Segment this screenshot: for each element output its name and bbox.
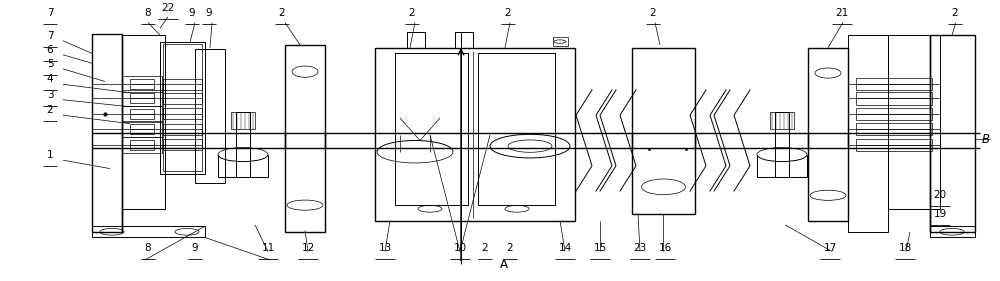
Bar [856,123,932,135]
Text: 2: 2 [279,8,285,18]
Text: 4: 4 [47,74,53,84]
Bar [122,121,162,137]
Bar [930,226,975,237]
Text: 22: 22 [161,3,175,13]
Text: 9: 9 [206,8,212,18]
Bar [395,53,468,205]
Bar [92,34,122,232]
Bar [231,112,255,129]
Bar [122,90,162,106]
Bar [163,124,202,135]
Bar [455,32,473,48]
Text: 9: 9 [189,8,195,18]
Text: 7: 7 [47,31,53,41]
Bar [122,76,162,92]
Text: 2: 2 [952,8,958,18]
Bar [375,48,575,221]
Text: 11: 11 [261,243,275,253]
Bar [163,79,202,90]
Text: 2: 2 [505,8,511,18]
Text: 1: 1 [47,150,53,160]
Text: 9: 9 [192,243,198,253]
Bar [808,48,848,221]
Text: 2: 2 [650,8,656,18]
Text: 15: 15 [593,243,607,253]
Text: 23: 23 [633,243,647,253]
Text: 17: 17 [823,243,837,253]
Bar [856,78,932,90]
Bar [888,35,940,209]
Bar [848,35,888,232]
Text: 5: 5 [47,59,53,69]
Text: 20: 20 [933,189,947,200]
Bar [285,45,325,232]
Bar [770,112,794,129]
Bar [856,139,932,151]
Bar [775,112,789,177]
Bar [553,37,568,46]
Text: 3: 3 [47,90,53,100]
Text: 2: 2 [482,243,488,253]
Bar [632,48,695,214]
Bar [163,139,202,150]
Bar [163,44,202,171]
Bar [407,32,425,48]
Text: 2: 2 [409,8,415,18]
Bar [130,124,154,134]
Bar [130,140,154,150]
Text: 8: 8 [145,8,151,18]
Bar [930,35,975,232]
Bar [122,106,162,122]
Text: 7: 7 [47,8,53,18]
Bar [478,53,555,205]
Bar [195,49,225,183]
Text: 21: 21 [835,8,849,18]
Text: B: B [982,133,990,146]
Text: 19: 19 [933,209,947,219]
Bar [856,92,932,105]
Bar [160,42,205,174]
Bar [130,93,154,103]
Bar [130,109,154,119]
Text: 2: 2 [47,105,53,115]
Text: 16: 16 [658,243,672,253]
Text: 14: 14 [558,243,572,253]
Text: 8: 8 [145,243,151,253]
Bar [92,226,205,237]
Bar [122,35,165,209]
Bar [163,93,202,104]
Text: 18: 18 [898,243,912,253]
Bar [163,108,202,119]
Text: 12: 12 [301,243,315,253]
Bar [130,79,154,89]
Bar [236,112,250,177]
Text: 10: 10 [453,243,467,253]
Text: 6: 6 [47,45,53,55]
Bar [122,137,162,153]
Text: 13: 13 [378,243,392,253]
Text: A: A [500,258,508,271]
Bar [856,108,932,120]
Text: 2: 2 [507,243,513,253]
